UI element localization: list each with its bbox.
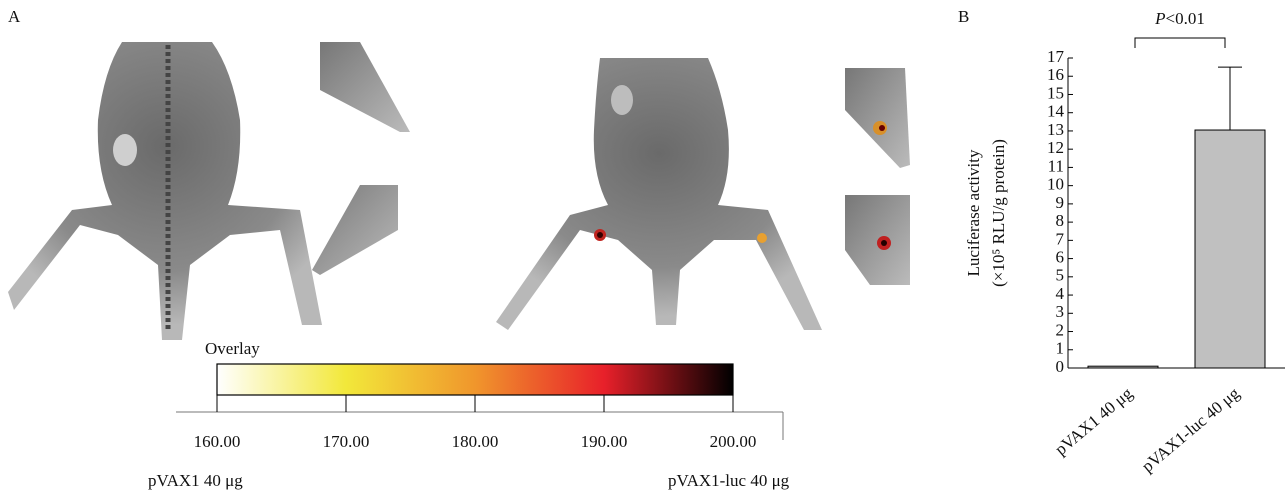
- y-tick-label: 1: [1056, 339, 1065, 358]
- mouse-image-control: [8, 42, 410, 340]
- y-tick-label: 16: [1047, 65, 1064, 84]
- x-tick-label: pVAX1 40 μg: [1051, 383, 1136, 459]
- x-tick-label: pVAX1-luc 40 μg: [1138, 383, 1243, 476]
- y-tick-label: 8: [1056, 211, 1065, 230]
- group-label: pVAX1-luc 40 μg: [668, 471, 790, 490]
- error-bar: [1218, 67, 1242, 130]
- y-tick-label: 5: [1056, 266, 1065, 285]
- y-tick-label: 10: [1047, 175, 1064, 194]
- y-tick-label: 0: [1056, 357, 1065, 376]
- group-label: pVAX1 40 μg: [148, 471, 243, 490]
- y-axis-label: (×10⁵ RLU/g protein): [989, 139, 1008, 287]
- y-tick-label: 13: [1047, 120, 1064, 139]
- y-tick-label: 9: [1056, 193, 1065, 212]
- mouse-image-luc: [496, 58, 910, 330]
- y-tick-label: 3: [1056, 302, 1065, 321]
- y-tick-label: 7: [1056, 229, 1065, 248]
- y-tick-label: 2: [1056, 320, 1065, 339]
- panel-label: A: [8, 7, 21, 26]
- y-axis-label: Luciferase activity: [964, 149, 983, 276]
- x-tick-label: 180.00: [452, 432, 499, 451]
- significance-label: P<0.01: [1154, 9, 1205, 28]
- figure: A Overlay 160.00 170.00 180.00 190.00 200.00 pV…: [0, 0, 1286, 503]
- panel-label: B: [958, 7, 969, 26]
- x-tick-label: 160.00: [194, 432, 241, 451]
- x-tick-label: 190.00: [581, 432, 628, 451]
- y-tick-label: 11: [1048, 156, 1064, 175]
- y-tick-label: 4: [1056, 284, 1065, 303]
- significance-bracket: [1135, 38, 1225, 48]
- y-tick-label: 6: [1056, 247, 1065, 266]
- colorbar: [217, 364, 733, 395]
- y-tick-label: 12: [1047, 138, 1064, 157]
- colorbar-label: Overlay: [205, 339, 260, 358]
- bar: [1195, 130, 1265, 368]
- x-tick-label: 170.00: [323, 432, 370, 451]
- x-tick-label: 200.00: [710, 432, 757, 451]
- y-tick-label: 15: [1047, 83, 1064, 102]
- y-tick-label: 17: [1047, 47, 1065, 66]
- y-tick-label: 14: [1047, 102, 1065, 121]
- bar: [1088, 366, 1158, 368]
